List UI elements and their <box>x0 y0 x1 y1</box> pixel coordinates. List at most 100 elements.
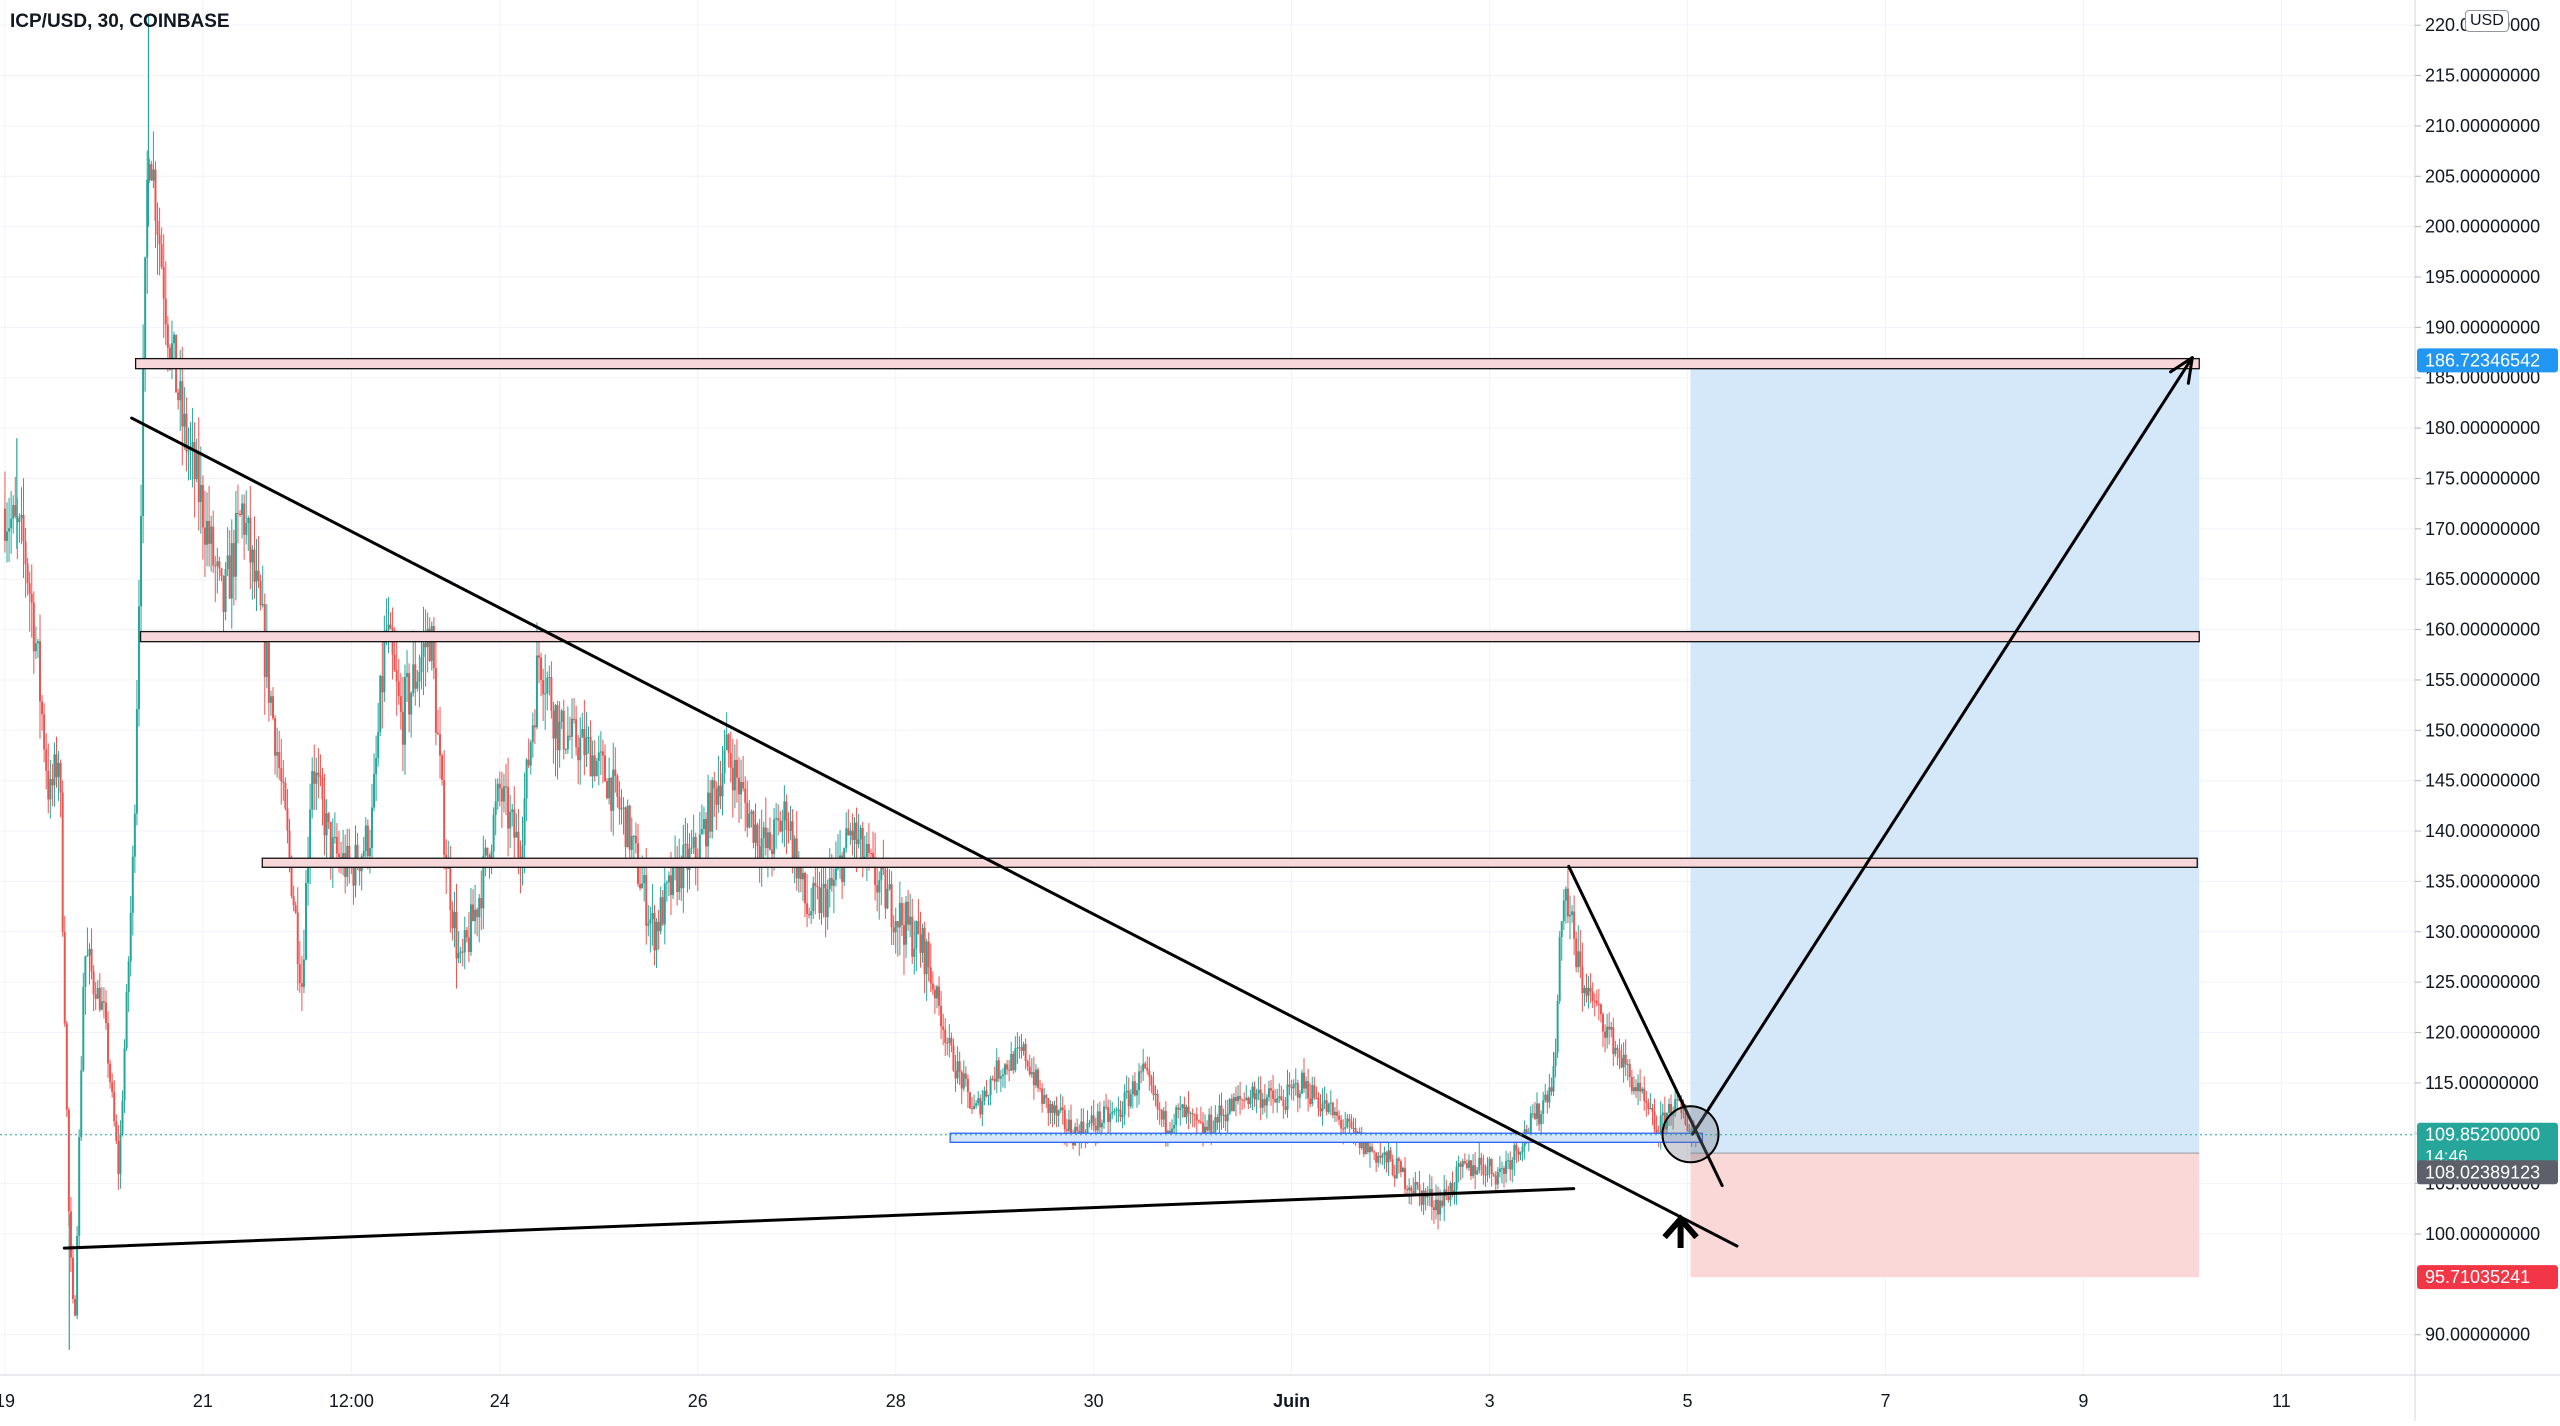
candle-body <box>1422 1190 1425 1205</box>
candle-body <box>601 751 604 756</box>
candle-body <box>1393 1175 1396 1179</box>
candle-body <box>911 916 914 957</box>
candle-body <box>575 719 578 748</box>
candle-body <box>663 883 666 925</box>
candle-body <box>1232 1097 1235 1112</box>
candle-body <box>234 512 237 577</box>
candle-body <box>1191 1113 1194 1115</box>
candle-body <box>71 1257 74 1300</box>
descending-resistance[interactable] <box>130 416 1739 1248</box>
candle-body <box>278 752 281 769</box>
support-zone-109[interactable] <box>949 1132 1704 1143</box>
candle-body <box>587 737 590 739</box>
candle-body <box>107 1023 110 1064</box>
candle-body <box>952 1045 955 1071</box>
candle-body <box>150 164 153 181</box>
candle-body <box>88 948 91 956</box>
price-axis-tick-label: 210.00000000 <box>2425 116 2540 136</box>
candle-body <box>1552 1066 1555 1092</box>
resistance-zone-159[interactable] <box>139 630 2200 643</box>
candle-body <box>1014 1048 1017 1071</box>
entry-price-label: 108.02389123 <box>2425 1162 2540 1182</box>
candle-body <box>6 531 9 541</box>
candle-body <box>1540 1114 1543 1125</box>
ascending-support[interactable] <box>62 1187 1576 1250</box>
currency-button[interactable]: USD <box>2465 10 2509 32</box>
candle-body <box>686 843 689 870</box>
candle-body <box>676 861 679 893</box>
candle-body <box>1309 1098 1312 1105</box>
candle-body <box>1164 1110 1167 1133</box>
candle-body <box>735 759 738 778</box>
candle-body <box>362 850 365 857</box>
symbol-title: ICP/USD, 30, COINBASE <box>10 11 230 32</box>
candle-body <box>111 1082 114 1092</box>
candle-body <box>1305 1081 1308 1089</box>
resistance-zone-137[interactable] <box>261 857 2198 868</box>
candle-body <box>1333 1111 1336 1116</box>
projection-arrow[interactable] <box>1690 356 2194 1136</box>
candle-body <box>1197 1120 1200 1122</box>
candle-body <box>41 701 44 715</box>
candle-body <box>1517 1150 1520 1155</box>
candle-body <box>296 912 299 965</box>
candle-body <box>750 811 753 814</box>
candle-body <box>1154 1093 1157 1095</box>
candle-body <box>1156 1093 1159 1110</box>
candle-body <box>142 361 145 516</box>
candle-body <box>1645 1100 1648 1103</box>
candle-body <box>573 718 576 720</box>
candle-body <box>496 783 499 802</box>
candle-body <box>639 883 642 889</box>
candle-body <box>1593 1000 1596 1002</box>
candle-body <box>884 869 887 909</box>
candle-body <box>966 1078 969 1093</box>
candle-body <box>1138 1071 1141 1091</box>
short-term-resistance[interactable] <box>1567 864 1724 1188</box>
candle-body <box>981 1100 984 1115</box>
time-axis-tick-label: 24 <box>490 1391 510 1411</box>
candle-body <box>702 818 705 829</box>
candle-body <box>98 987 101 1010</box>
candle-body <box>544 693 547 695</box>
candle-body <box>1034 1069 1037 1086</box>
candle-body <box>861 827 864 861</box>
candle-body <box>709 792 712 832</box>
candle-body <box>383 637 386 693</box>
time-axis-tick-label: 19 <box>0 1391 15 1411</box>
candle-body <box>451 910 454 929</box>
candle-body <box>123 1048 126 1101</box>
candle-body <box>224 569 227 612</box>
candle-body <box>832 879 835 886</box>
candle-body <box>1158 1109 1161 1111</box>
candle-body <box>313 771 316 784</box>
candle-body <box>783 801 786 821</box>
candle-body <box>690 847 693 849</box>
candle-body <box>144 257 147 362</box>
candle-body <box>164 298 167 325</box>
candle-body <box>678 858 681 893</box>
candle-body <box>1121 1114 1124 1117</box>
candle-body <box>1245 1097 1248 1101</box>
horizontal-zones[interactable] <box>134 357 2200 1143</box>
candle-body <box>370 807 373 849</box>
price-axis-tick-label: 195.00000000 <box>2425 267 2540 287</box>
candle-body <box>436 732 439 735</box>
candle-body <box>705 818 708 847</box>
candle-body <box>1416 1182 1419 1185</box>
candle-body <box>929 967 932 984</box>
resistance-zone-186[interactable] <box>134 357 2200 370</box>
candle-body <box>100 1001 103 1010</box>
price-axis-tick-label: 100.00000000 <box>2425 1224 2540 1244</box>
candle-body <box>1354 1127 1357 1134</box>
candle-body <box>1568 914 1571 917</box>
candle-body <box>1307 1081 1310 1099</box>
candle-body <box>1123 1092 1126 1115</box>
candle-body <box>1373 1151 1376 1153</box>
candle-body <box>1482 1164 1485 1175</box>
trendlines[interactable] <box>62 356 2194 1250</box>
candle-body <box>337 853 340 857</box>
candle-body <box>109 1063 112 1083</box>
